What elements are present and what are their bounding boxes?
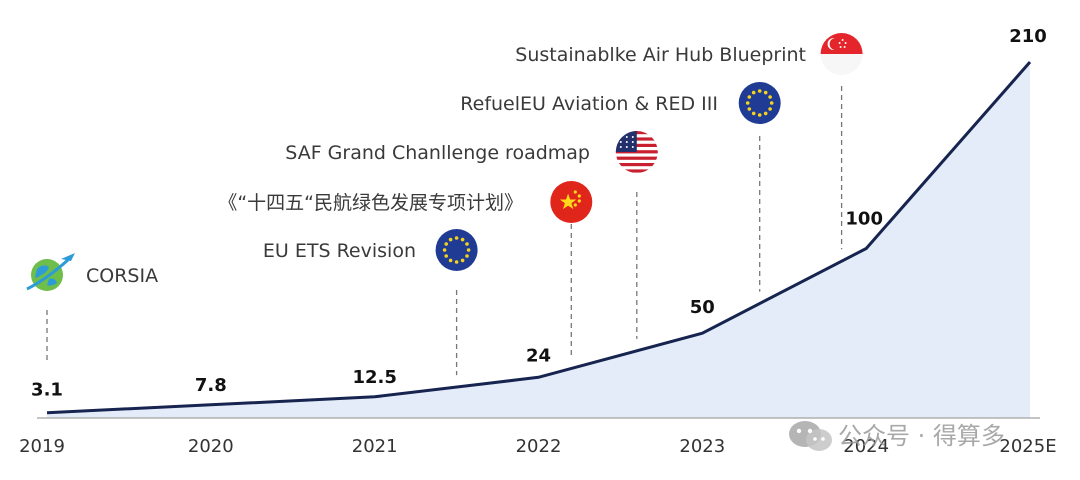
x-tick-label: 2025E xyxy=(999,436,1056,457)
us-flag-icon xyxy=(615,131,658,173)
value-label: 100 xyxy=(845,209,883,230)
value-label: 50 xyxy=(690,297,715,318)
annotation-label: RefuelEU Aviation & RED III xyxy=(460,93,718,115)
x-tick-labels: 2019 2020 2021 2022 2023 2024 2025E xyxy=(19,436,1057,457)
value-label: 7.8 xyxy=(195,375,227,396)
value-label: 24 xyxy=(526,345,551,366)
singapore-flag-icon xyxy=(820,33,863,75)
value-label: 12.5 xyxy=(352,367,396,388)
series-line xyxy=(46,61,1032,415)
area-fill xyxy=(47,62,1030,418)
eu-flag-icon xyxy=(738,82,781,124)
annotation-label: Sustainablke Air Hub Blueprint xyxy=(515,44,806,66)
annotation-label: SAF Grand Chanllenge roadmap xyxy=(285,142,590,164)
china-flag-icon xyxy=(550,181,593,223)
x-tick-label: 2021 xyxy=(352,436,398,457)
x-tick-label: 2020 xyxy=(188,436,234,457)
annotation-label: 《“十四五“民航绿色发展专项计划》 xyxy=(218,192,523,214)
x-tick-label: 2024 xyxy=(843,436,889,457)
annotation-label: CORSIA xyxy=(86,265,158,287)
globe-plane-icon xyxy=(26,253,75,291)
wechat-icon xyxy=(789,421,832,451)
watermark: 公众号 · 得算多 xyxy=(789,421,1005,451)
value-labels: 3.1 7.8 12.5 24 50 100 210 xyxy=(31,26,1047,401)
x-tick-label: 2023 xyxy=(679,436,725,457)
value-label: 3.1 xyxy=(31,380,63,401)
x-tick-label: 2022 xyxy=(516,436,562,457)
annotation-leader-lines xyxy=(46,86,843,376)
annotation-label: EU ETS Revision xyxy=(263,240,416,262)
policy-annotations: CORSIA EU ETS Revision 《“十四五“民航绿色发展专项计划》 SA… xyxy=(26,33,863,291)
watermark-text: 公众号 · 得算多 xyxy=(838,422,1005,450)
eu-flag-icon xyxy=(435,229,478,271)
x-tick-label: 2019 xyxy=(19,436,65,457)
value-label: 210 xyxy=(1009,26,1047,47)
